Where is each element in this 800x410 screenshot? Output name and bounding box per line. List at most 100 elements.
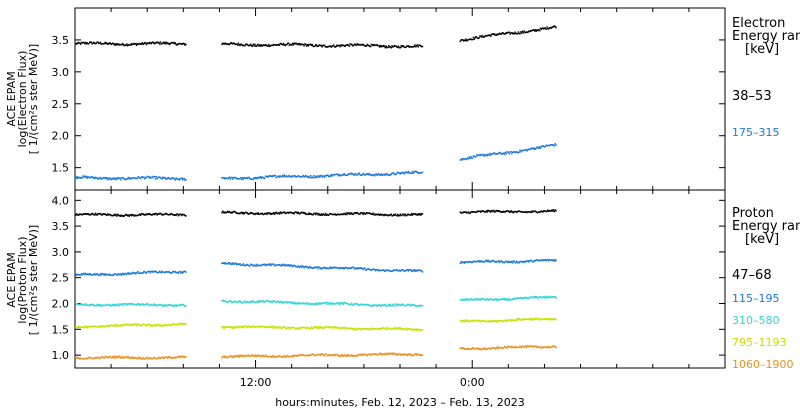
proton-data-point — [160, 304, 162, 306]
electron-data-point — [130, 177, 133, 180]
proton-data-point — [184, 270, 186, 273]
electron-data-point — [419, 172, 421, 174]
proton-data-point — [237, 263, 240, 266]
proton-data-point — [468, 348, 471, 350]
proton-data-point — [265, 264, 268, 266]
proton-data-point — [374, 214, 377, 216]
proton-data-point — [84, 273, 86, 276]
proton-data-point — [420, 304, 423, 307]
proton-data-point — [493, 209, 495, 212]
proton-data-point — [383, 269, 385, 271]
proton-data-point — [357, 304, 360, 307]
electron-data-point — [173, 178, 176, 180]
proton-data-point — [528, 318, 530, 321]
proton-data-point — [538, 319, 541, 321]
electron-data-point — [512, 151, 515, 153]
proton-data-point — [245, 325, 247, 327]
proton-data-point — [380, 352, 383, 355]
proton-data-point — [91, 274, 93, 276]
proton-data-point — [294, 303, 296, 305]
proton-data-point — [506, 347, 508, 349]
proton-data-point — [538, 260, 540, 262]
proton-data-point — [162, 214, 165, 216]
proton-data-point — [477, 210, 480, 213]
electron-data-point — [418, 172, 420, 174]
proton-data-point — [465, 298, 467, 300]
electron-data-point — [515, 32, 517, 35]
proton-data-point — [254, 212, 257, 215]
proton-data-point — [162, 325, 164, 327]
electron-data-point — [92, 177, 94, 179]
proton-data-point — [285, 356, 287, 358]
proton-data-point — [482, 261, 484, 263]
electron-data-point — [366, 173, 369, 175]
electron-data-point — [107, 43, 109, 45]
proton-data-point — [135, 357, 138, 360]
proton-data-point — [320, 353, 323, 355]
proton-data-point — [153, 213, 155, 215]
proton-data-point — [493, 347, 496, 349]
proton-data-point — [151, 325, 153, 327]
electron-data-point — [264, 177, 266, 180]
proton-legend-entry-3: 795–1193 — [732, 336, 787, 349]
proton-data-point — [377, 268, 379, 271]
electron-data-point — [329, 45, 332, 47]
proton-data-point — [287, 212, 290, 214]
proton-data-point — [158, 304, 160, 306]
proton-data-point — [242, 302, 245, 304]
proton-data-point — [534, 210, 537, 213]
electron-data-point — [306, 44, 309, 46]
proton-data-point — [346, 267, 349, 270]
proton-data-point — [296, 266, 298, 268]
proton-data-point — [272, 263, 274, 266]
proton-data-point — [351, 327, 354, 330]
proton-data-point — [173, 356, 176, 358]
proton-data-point — [376, 305, 378, 307]
electron-data-point — [467, 158, 470, 160]
proton-data-point — [169, 323, 171, 326]
proton-data-point — [125, 303, 127, 305]
proton-data-point — [255, 326, 258, 328]
proton-data-point — [155, 305, 157, 307]
electron-data-point — [302, 43, 305, 46]
proton-data-point — [166, 271, 168, 273]
proton-data-point — [386, 214, 388, 216]
proton-data-point — [176, 356, 179, 358]
proton-data-point — [154, 357, 157, 360]
proton-data-point — [102, 356, 104, 358]
electron-data-point — [369, 174, 371, 176]
proton-data-point — [345, 212, 347, 214]
proton-data-point — [126, 214, 128, 216]
proton-data-point — [175, 356, 177, 359]
proton-data-point — [417, 329, 420, 331]
proton-data-point — [351, 304, 354, 306]
proton-data-point — [229, 355, 231, 357]
electron-data-point — [378, 172, 380, 175]
proton-data-point — [162, 213, 164, 216]
electron-data-point — [487, 153, 489, 156]
electron-data-point — [470, 155, 472, 158]
electron-data-point — [146, 42, 148, 44]
electron-data-point — [294, 43, 296, 45]
electron-data-point — [319, 176, 321, 178]
electron-data-point — [118, 44, 121, 46]
electron-data-point — [165, 178, 167, 180]
proton-data-point — [100, 274, 102, 276]
proton-data-point — [377, 328, 379, 330]
proton-data-point — [94, 212, 97, 215]
proton-data-point — [292, 264, 295, 267]
proton-data-point — [520, 319, 522, 321]
proton-data-point — [329, 266, 332, 268]
proton-data-point — [185, 215, 187, 217]
proton-data-point — [385, 328, 387, 330]
electron-data-point — [397, 171, 399, 174]
proton-data-point — [362, 328, 364, 330]
electron-data-point — [295, 176, 297, 178]
electron-data-point — [322, 44, 324, 47]
proton-data-point — [314, 326, 317, 328]
electron-data-point — [538, 29, 540, 31]
proton-data-point — [284, 301, 286, 303]
electron-data-point — [502, 32, 504, 34]
proton-data-point — [333, 266, 335, 269]
proton-data-point — [109, 304, 111, 306]
